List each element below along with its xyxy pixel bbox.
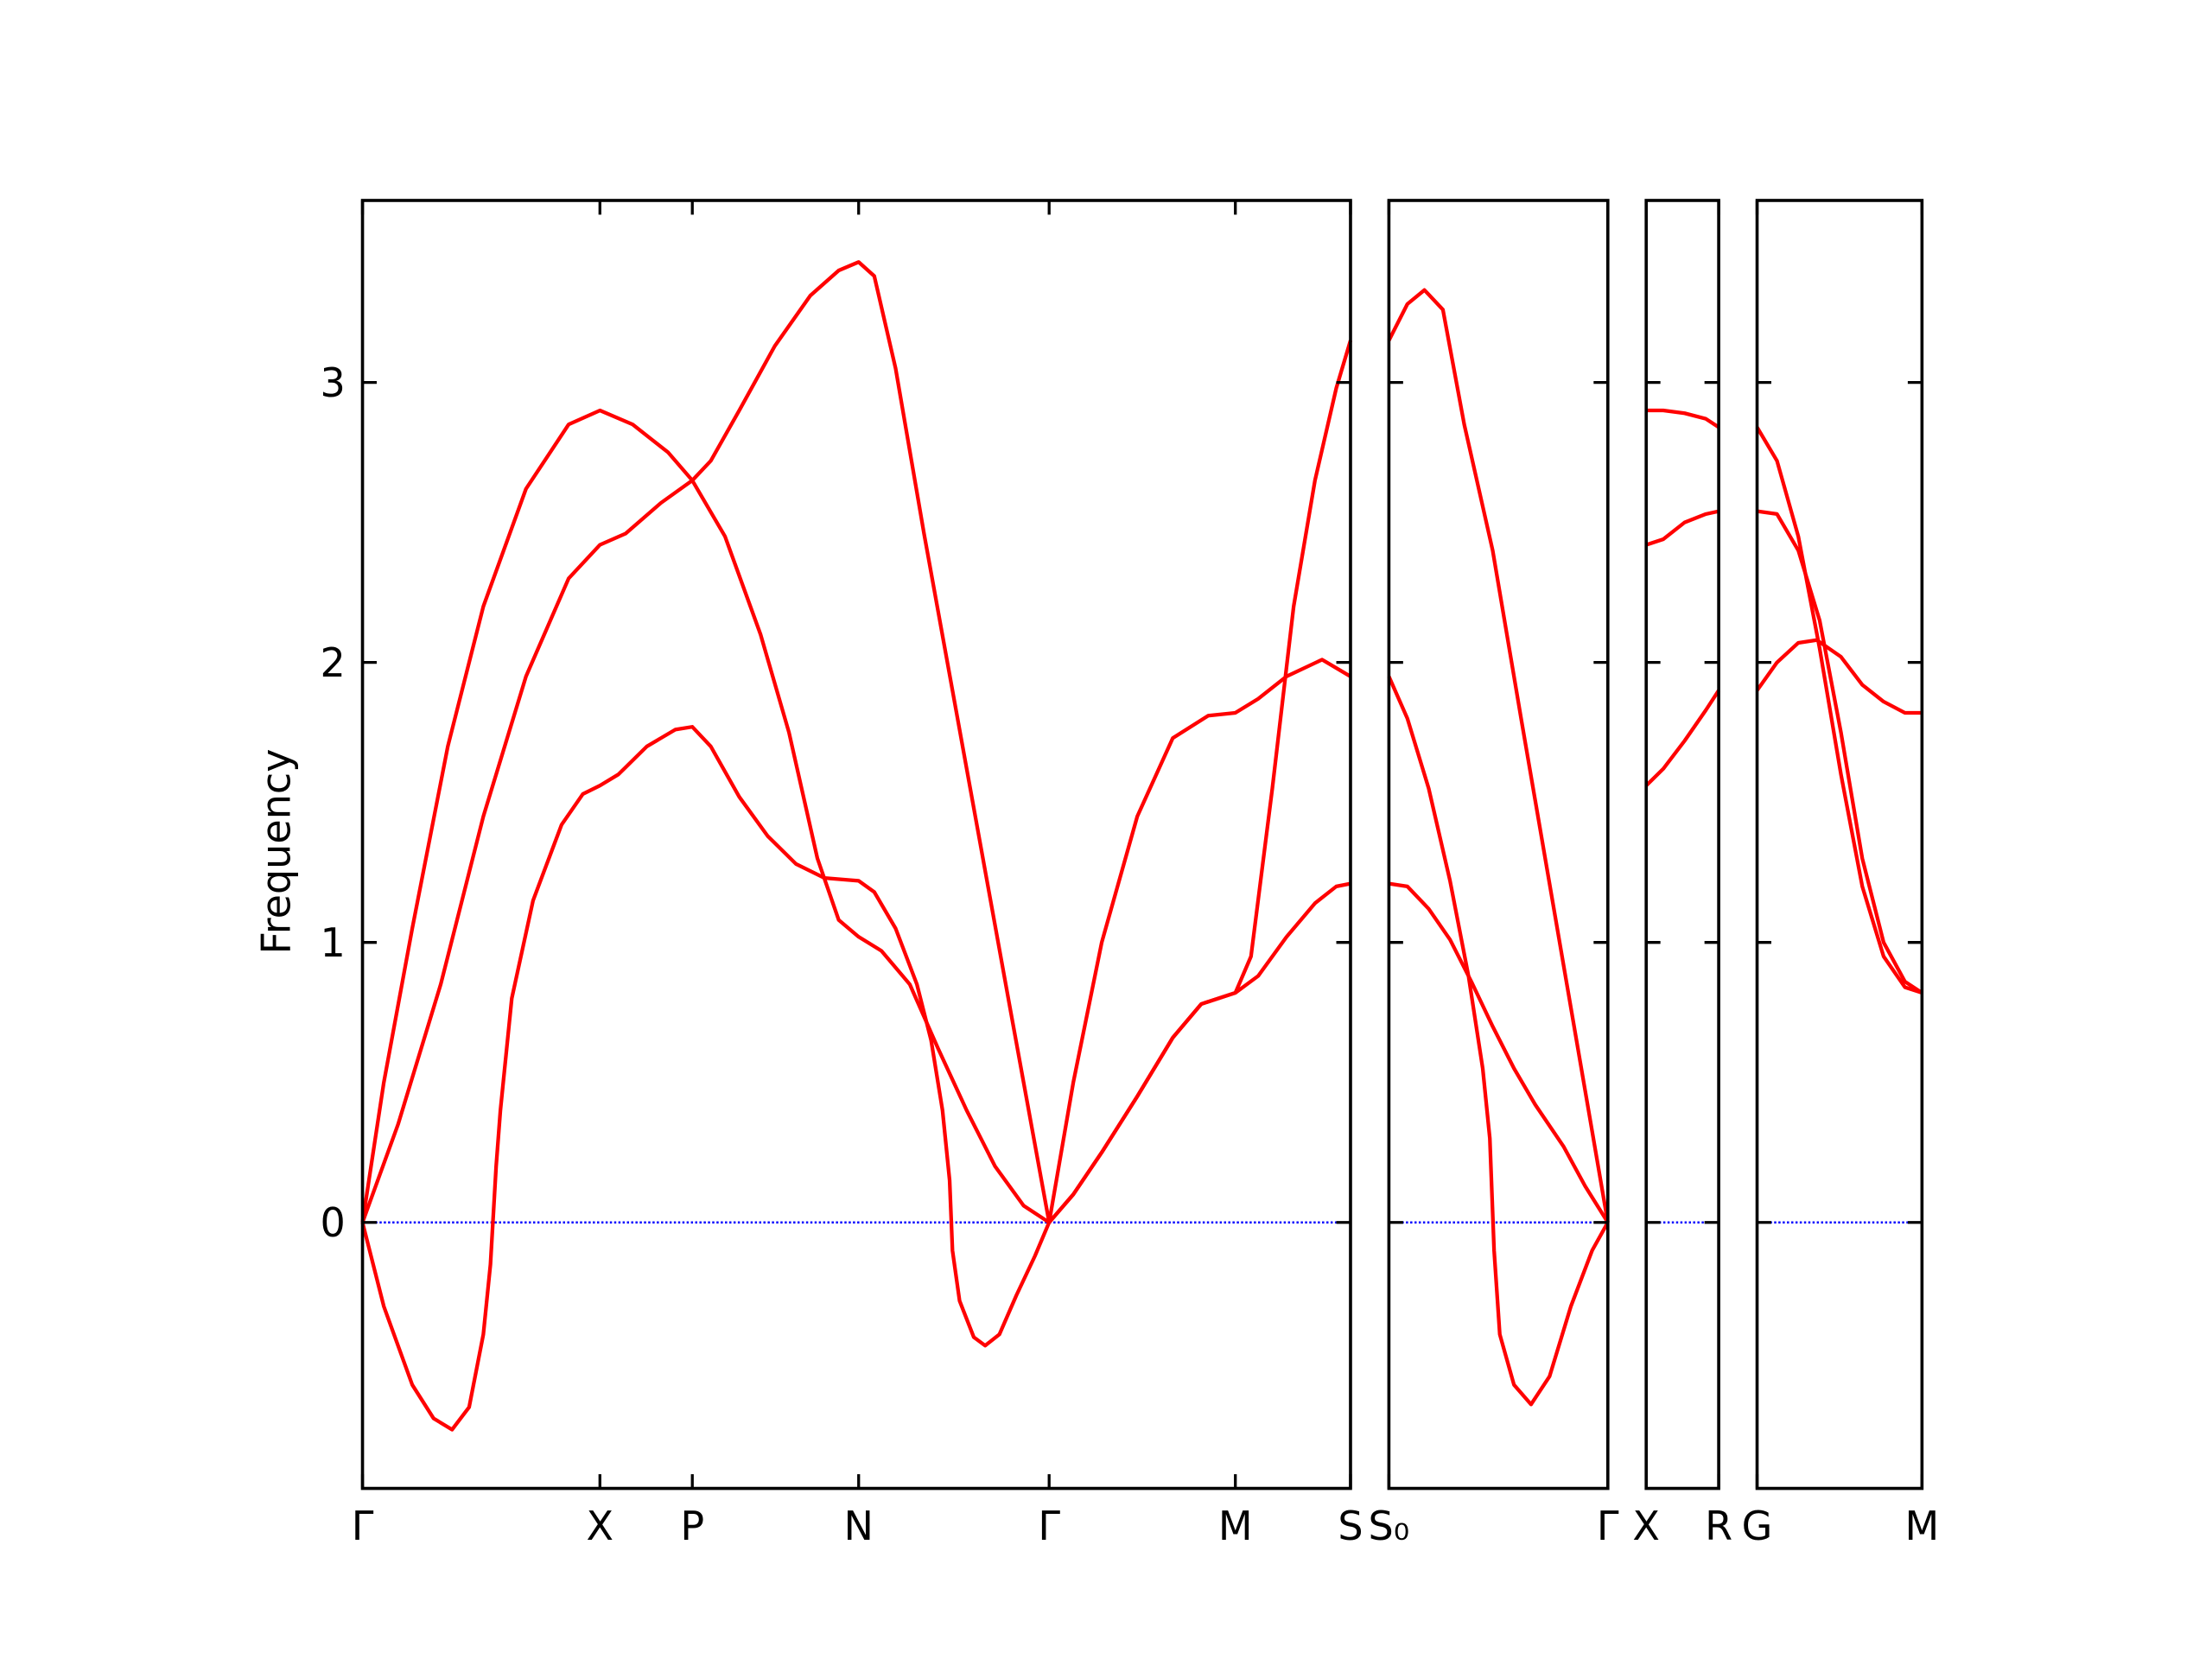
band-line bbox=[1644, 689, 1720, 787]
x-tick-label: G bbox=[1742, 1503, 1773, 1549]
band-line bbox=[1755, 426, 1923, 995]
band-line bbox=[1757, 509, 1923, 995]
y-axis-label: Frequency bbox=[253, 749, 300, 955]
band-line bbox=[1387, 288, 1610, 1224]
y-tick-label: 2 bbox=[320, 639, 345, 686]
x-tick-label: X bbox=[587, 1503, 614, 1549]
band-line bbox=[1389, 881, 1610, 1224]
y-tick-label: 0 bbox=[320, 1199, 345, 1246]
x-tick-label: Γ bbox=[352, 1503, 374, 1549]
x-tick-label: S bbox=[1338, 1503, 1363, 1549]
x-tick-label: R bbox=[1705, 1503, 1732, 1549]
x-tick-label: N bbox=[844, 1503, 874, 1549]
plot-frame bbox=[360, 199, 1352, 1491]
band-line bbox=[1646, 408, 1720, 429]
x-tick-label: M bbox=[1218, 1503, 1253, 1549]
y-tick-label: 3 bbox=[320, 359, 345, 406]
x-tick-label: S₀ bbox=[1369, 1503, 1410, 1549]
x-tick-label: P bbox=[680, 1503, 704, 1549]
plot-frame bbox=[1644, 199, 1720, 1491]
x-tick-label: X bbox=[1632, 1503, 1660, 1549]
x-tick-label: Γ bbox=[1597, 1503, 1619, 1549]
y-tick-label: 1 bbox=[320, 919, 345, 966]
plot-frame bbox=[1755, 199, 1924, 1491]
x-tick-label: Γ bbox=[1038, 1503, 1060, 1549]
band-line bbox=[1645, 509, 1719, 547]
band-line bbox=[360, 340, 1353, 1224]
panel: 0 1 2 3 Γ X P N Γ M S Frequency bbox=[253, 199, 1363, 1549]
x-tick-label: M bbox=[1905, 1503, 1940, 1549]
panel: S₀ Γ bbox=[1369, 199, 1619, 1549]
band-line bbox=[1387, 675, 1610, 1407]
band-line bbox=[360, 725, 1351, 1432]
band-line bbox=[1755, 638, 1923, 715]
plot-frame bbox=[1387, 199, 1610, 1491]
band-line bbox=[360, 260, 1352, 1224]
